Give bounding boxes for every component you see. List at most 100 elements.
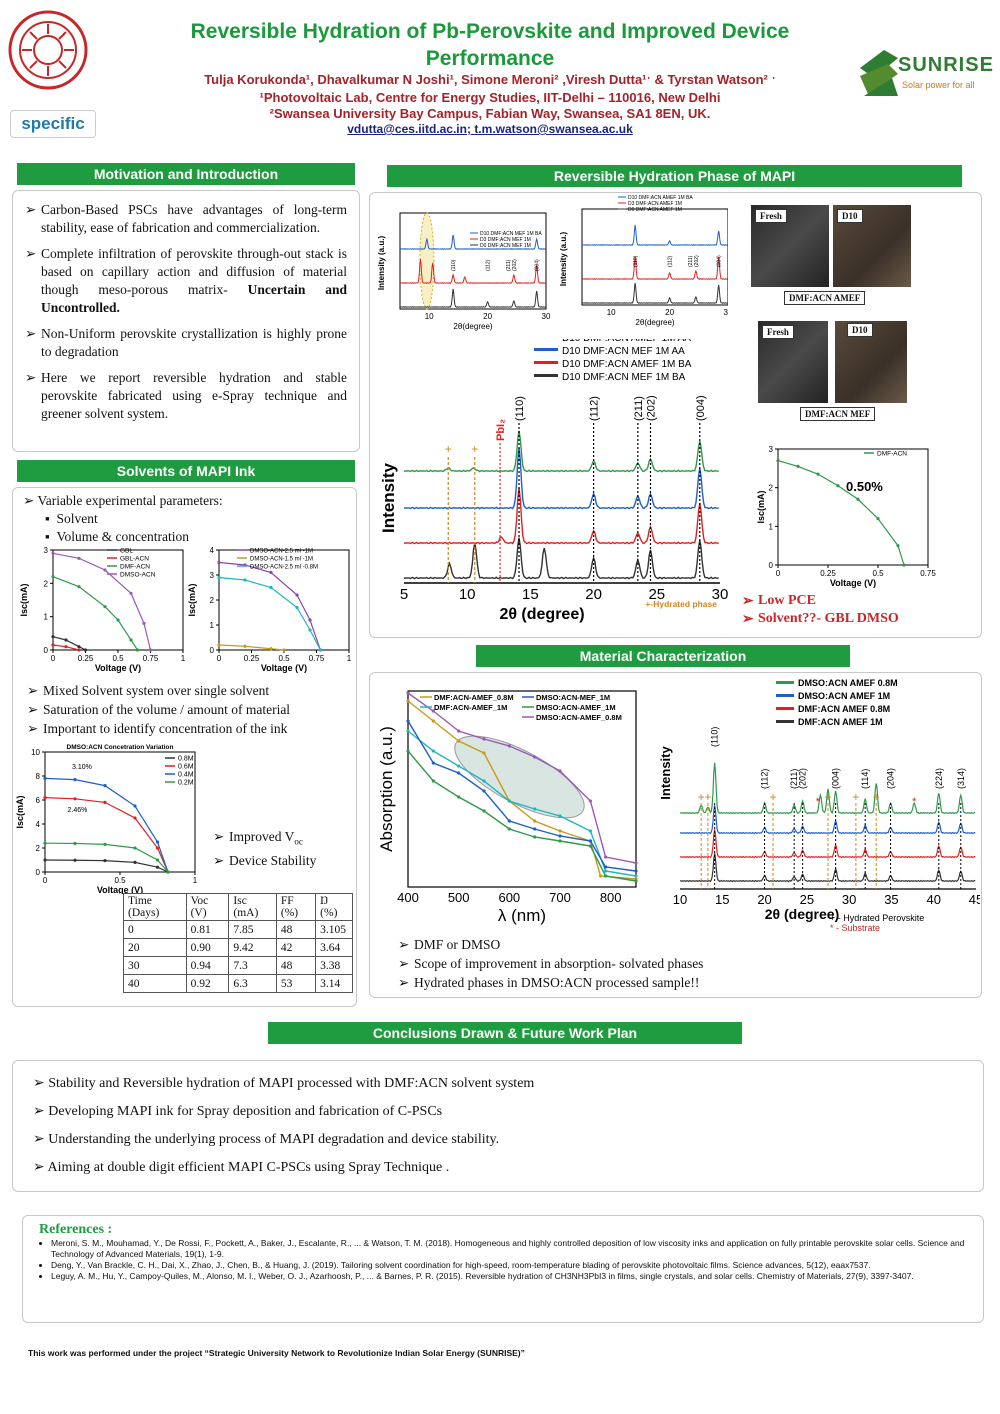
- table-cell: 48: [275, 920, 317, 939]
- table-cell: 3.38: [315, 956, 353, 975]
- solvents-box: ➢ Variable experimental parameters: ▪ So…: [12, 487, 357, 1007]
- data-point: [482, 779, 486, 783]
- affiliations: ¹Photovoltaic Lab, Centre for Energy Stu…: [259, 90, 721, 121]
- table-cell: 6.3: [228, 974, 277, 993]
- peak-label: (211): [506, 259, 512, 271]
- data-point: [457, 764, 461, 768]
- data-point: [482, 737, 486, 741]
- legend-label: 0.4M: [178, 772, 194, 779]
- peak-label: (112): [486, 259, 492, 271]
- x-tick-label: 15: [715, 892, 729, 907]
- xrd-trace: [679, 829, 976, 859]
- x-tick-label: 0.75: [143, 654, 159, 663]
- peak-label: (004): [535, 259, 541, 271]
- xrd-trace: [403, 537, 719, 580]
- table-row: 0 0.81 7.85 48 3.105: [123, 920, 353, 939]
- email-link-1[interactable]: vdutta@ces.iitd.ac.in: [347, 122, 467, 136]
- data-point: [634, 879, 638, 883]
- table-header-cell: Isc (mA): [228, 893, 277, 921]
- data-point: [155, 846, 160, 850]
- xrd-trace: [679, 805, 976, 835]
- peak-label: (114): [860, 769, 870, 789]
- data-point: [103, 605, 107, 609]
- peak-label: (004): [695, 395, 707, 421]
- xrd-trace: [581, 224, 728, 246]
- xrd-trace: [581, 256, 728, 280]
- x-tick-label: 0.25: [820, 569, 836, 578]
- data-point: [133, 846, 137, 850]
- legend-label: 0.2M: [178, 780, 194, 787]
- data-point: [83, 648, 88, 652]
- motivation-heading: Motivation and Introduction: [17, 163, 355, 185]
- data-point: [902, 563, 906, 567]
- y-tick-label: 0: [36, 868, 41, 877]
- y-tick-label: 2: [210, 596, 215, 605]
- data-point: [457, 729, 461, 733]
- peak-label: (112): [589, 396, 601, 421]
- legend-label: DMSO-ACN-1.5 ml -1M: [250, 557, 313, 563]
- list-item: Low PCE: [742, 593, 899, 610]
- y-tick-label: 8: [36, 772, 41, 781]
- data-point: [155, 840, 160, 844]
- data-point: [604, 874, 608, 878]
- data-point: [133, 860, 137, 864]
- data-point: [406, 749, 410, 753]
- plot-frame: [777, 448, 929, 566]
- data-point: [243, 644, 247, 648]
- y-axis-label: Isc(mA): [15, 795, 25, 828]
- data-point: [533, 827, 537, 831]
- data-point: [103, 842, 107, 846]
- data-point: [77, 585, 81, 589]
- series-line: [44, 797, 169, 873]
- table-cell: 3.14: [315, 974, 353, 993]
- data-point: [64, 645, 68, 649]
- motivation-box: Carbon-Based PSCs have advantages of lon…: [12, 190, 360, 452]
- x-tick-label: 30: [712, 586, 729, 603]
- sunrise-logo: SUNRISE Solar power for all: [858, 48, 996, 98]
- data-point: [73, 797, 77, 801]
- x-tick-label: 1: [347, 654, 352, 663]
- table-row: 20 0.90 9.42 42 3.64: [123, 938, 353, 957]
- list-item: Device Stability: [213, 852, 353, 870]
- photo-mef-d10: D10: [835, 321, 907, 403]
- data-point: [318, 648, 322, 652]
- solvents-heading: Solvents of MAPI Ink: [17, 460, 355, 482]
- x-tick-label: 0.75: [309, 654, 325, 663]
- y-tick-label: 4: [210, 546, 215, 555]
- data-point: [876, 517, 880, 521]
- xrd-trace: [403, 430, 719, 473]
- data-point: [856, 497, 860, 501]
- x-tick-label: 0.5: [114, 876, 126, 885]
- conclusions-box: ➢ Stability and Reversible hydration of …: [12, 1060, 984, 1192]
- y-tick-label: 3: [44, 546, 49, 555]
- data-point: [634, 861, 638, 865]
- data-point: [457, 771, 461, 775]
- legend-label: GBL: [120, 548, 133, 555]
- legend-label: DMSO:ACN-AMEF_1M: [536, 703, 616, 712]
- x-tick-label: 30: [842, 892, 856, 907]
- iv-chart-solvents: 0 0.25 0.5 0.75 1 0 1 2 3 Voltage (V) Isc(mA) GBLGB…: [19, 546, 186, 673]
- data-point: [308, 628, 312, 632]
- data-point: [406, 729, 410, 733]
- table-cell: 30: [123, 956, 187, 975]
- references-heading: References :: [39, 1222, 113, 1237]
- legend-note: + - Hydrated Perovskite: [830, 913, 924, 923]
- data-point: [103, 784, 107, 788]
- list-item: ➢ Stability and Reversible hydration of …: [33, 1076, 535, 1091]
- hydrated-marker: +: [471, 442, 478, 456]
- data-point: [142, 621, 146, 625]
- y-axis-label: Isc(mA): [19, 583, 29, 616]
- y-tick-label: 6: [36, 796, 41, 805]
- legend-label: D3 DMF:ACN AMEF 1M: [628, 201, 682, 207]
- xrd-trace: [399, 234, 546, 250]
- y-axis-label: Isc(mA): [756, 490, 766, 523]
- data-point: [588, 829, 592, 833]
- x-tick-label: 0.5: [872, 569, 884, 578]
- series-line: [407, 730, 637, 877]
- table-cell: 9.42: [228, 938, 277, 957]
- email-link-2[interactable]: t.m.watson@swansea.ac.uk: [474, 122, 633, 136]
- data-point: [295, 605, 299, 610]
- x-tick-label: 20: [585, 586, 602, 603]
- footer-note: This work was performed under the projec…: [28, 1348, 525, 1358]
